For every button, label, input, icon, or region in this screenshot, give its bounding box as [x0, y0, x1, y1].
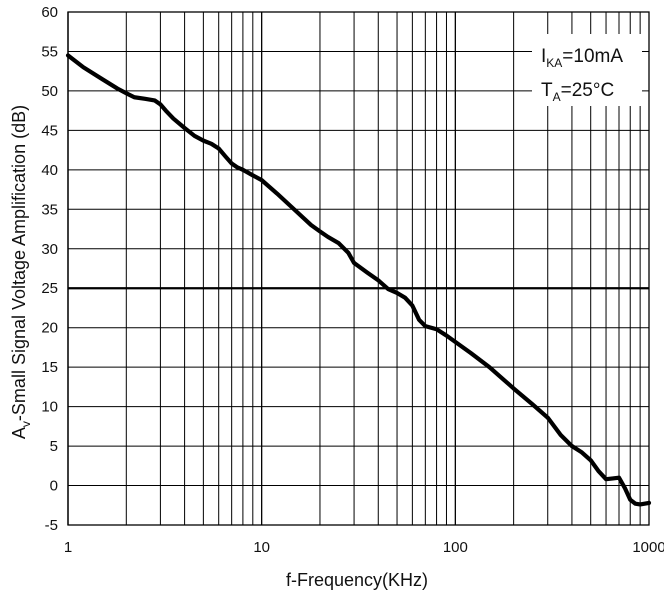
y-tick-label: 10	[41, 399, 58, 416]
y-tick-label: 20	[41, 320, 58, 337]
plot-border	[67, 11, 650, 526]
y-axis-title-rest: -Small Signal Voltage Amplification (dB)	[9, 105, 29, 421]
x-tick-label: 10	[253, 539, 270, 556]
y-tick-label: 0	[50, 478, 58, 495]
series-layer	[65, 53, 652, 507]
y-tick-label: 45	[41, 122, 58, 139]
annotation-ta-sub: A	[553, 90, 561, 104]
x-axis-title: f-Frequency(KHz)	[286, 570, 428, 590]
y-tick-label: 5	[50, 438, 58, 455]
y-axis-title: Av-Small Signal Voltage Amplification (d…	[9, 105, 33, 439]
annotation-ika-sub: KA	[546, 56, 562, 70]
annotation-ika-rest: =10mA	[562, 46, 623, 67]
y-tick-label: 15	[41, 359, 58, 376]
plot-frame	[67, 11, 650, 526]
x-tick-label: 1000	[632, 539, 664, 556]
y-tick-label: -5	[45, 517, 58, 534]
annotation-ta-rest: =25°C	[561, 80, 615, 101]
y-tick-label: 30	[41, 241, 58, 258]
y-axis-title-sub: v	[19, 421, 33, 427]
y-tick-label: 25	[41, 280, 58, 297]
x-tick-label: 100	[443, 539, 468, 556]
annotation-ika-main: I	[541, 46, 546, 67]
annotation-ta-main: T	[541, 80, 553, 101]
y-tick-label: 55	[41, 43, 58, 60]
annotation-ta: TA=25°C	[541, 80, 614, 104]
y-tick-label: 40	[41, 162, 58, 179]
y-tick-label: 50	[41, 83, 58, 100]
y-tick-label: 35	[41, 201, 58, 218]
x-tick-label: 1	[64, 539, 72, 556]
annotation-box	[532, 34, 642, 106]
y-tick-label: 60	[41, 4, 58, 21]
series-line	[65, 53, 652, 507]
annotation-ika: IKA=10mA	[541, 46, 623, 70]
y-axis-title-main: A	[9, 427, 29, 439]
